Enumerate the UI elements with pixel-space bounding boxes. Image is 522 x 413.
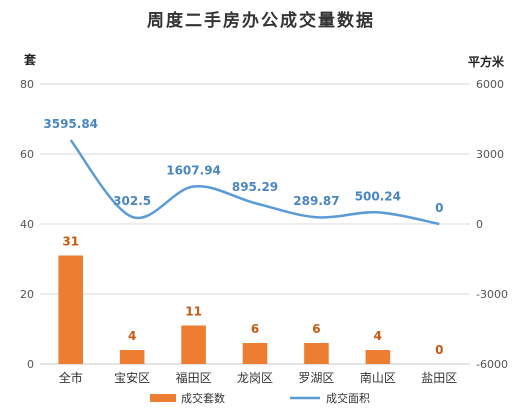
bar-data-label: 4: [128, 329, 136, 343]
legend-bar-label: 成交套数: [181, 391, 225, 405]
bar: [304, 343, 329, 364]
line-data-label: 289.87: [293, 194, 339, 208]
bar: [119, 350, 145, 364]
left-axis-unit: 套: [23, 52, 37, 67]
chart-title: 周度二手房办公成交量数据: [147, 10, 375, 31]
gridlines: [40, 83, 470, 295]
right-tick-label: 3000: [476, 148, 504, 161]
legend-bar-swatch: [150, 394, 176, 402]
line-data-label: 3595.84: [43, 117, 98, 131]
bar: [181, 325, 206, 364]
bar-data-label: 6: [251, 322, 259, 336]
category-label: 南山区: [360, 370, 396, 385]
bar-data-label: 6: [312, 322, 320, 336]
category-label: 全市: [59, 370, 83, 385]
right-tick-label: -6000: [476, 358, 508, 371]
left-tick-label: 40: [20, 218, 34, 231]
line-data-label: 0: [435, 201, 443, 215]
left-axis-ticks: 0 20 40 60 80: [20, 78, 34, 371]
bar-series: [58, 255, 391, 364]
bar-data-label: 31: [62, 235, 79, 249]
right-axis-ticks: -6000 -3000 0 3000 6000: [476, 78, 508, 371]
category-label: 福田区: [176, 370, 212, 385]
legend: 成交套数 成交面积: [150, 391, 370, 405]
line-data-label: 302.5: [113, 194, 151, 208]
line-data-label: 500.24: [355, 189, 401, 203]
category-label: 宝安区: [114, 370, 150, 385]
bar: [365, 350, 391, 364]
bar-data-label: 0: [435, 343, 443, 357]
bar-data-label: 11: [185, 305, 202, 319]
left-tick-label: 0: [27, 358, 34, 371]
line-data-label: 895.29: [232, 180, 278, 194]
line-data-label: 1607.94: [166, 163, 221, 177]
left-tick-label: 80: [20, 78, 34, 91]
category-label: 罗湖区: [298, 370, 334, 385]
left-tick-label: 20: [20, 288, 34, 301]
bar-data-labels: 31 4 11 6 6 4 0: [62, 235, 443, 358]
left-tick-label: 60: [20, 148, 34, 161]
right-tick-label: 6000: [476, 78, 504, 91]
category-label: 龙岗区: [237, 371, 273, 385]
line-data-labels: 3595.84 302.5 1607.94 895.29 289.87 500.24 0: [43, 117, 443, 215]
bar: [58, 255, 83, 364]
bar-data-label: 4: [374, 329, 382, 343]
legend-line-label: 成交面积: [326, 391, 370, 405]
bar: [242, 343, 268, 364]
category-labels: 全市 宝安区 福田区 龙岗区 罗湖区 南山区 盐田区: [59, 370, 458, 385]
category-label: 盐田区: [421, 371, 457, 385]
right-tick-label: 0: [476, 218, 483, 231]
right-tick-label: -3000: [476, 288, 508, 301]
area-line-series: [69, 139, 440, 226]
right-axis-unit: 平方米: [468, 54, 505, 69]
